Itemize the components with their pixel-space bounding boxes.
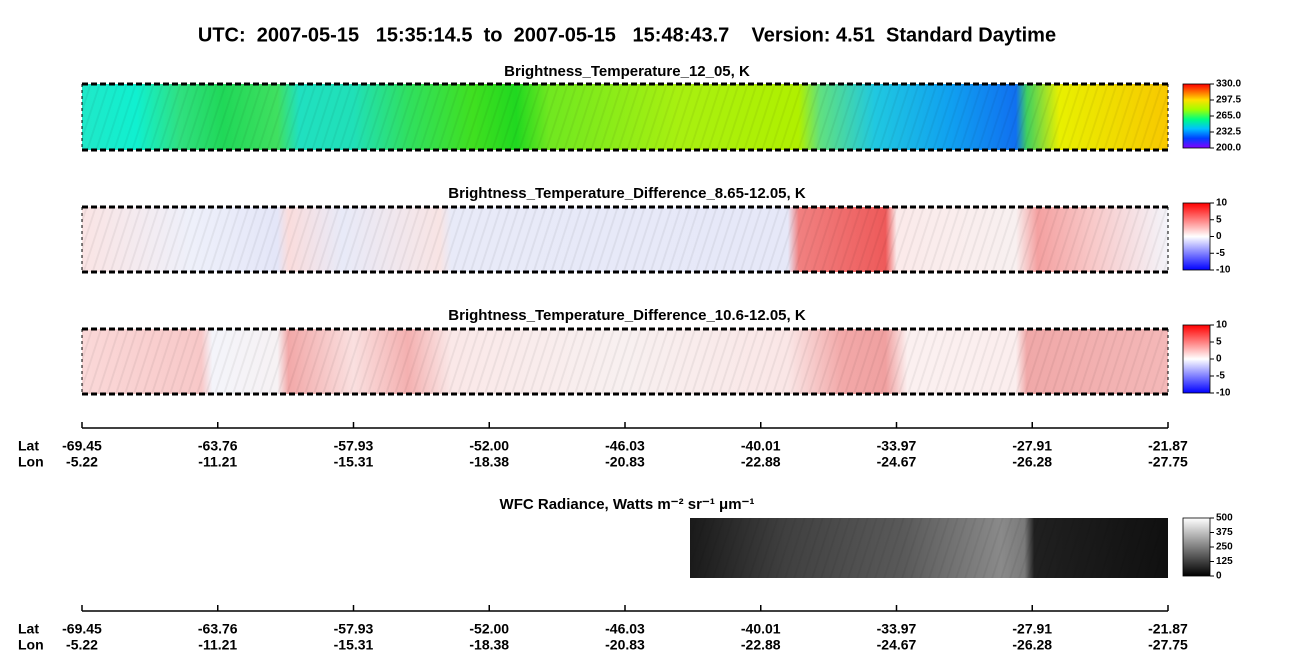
lon-label: Lon (18, 454, 44, 470)
lat-tick-label: -33.97 (877, 621, 917, 637)
lat-tick-label: -57.93 (334, 621, 374, 637)
colorbar (1182, 83, 1211, 149)
swath-texture (690, 518, 1168, 578)
colorbar (1182, 517, 1211, 577)
swath-texture (82, 207, 1168, 272)
lat-tick-label: -40.01 (741, 621, 781, 637)
panel-title: Brightness_Temperature_12_05, K (504, 63, 750, 80)
colorbar-tick-label: 5 (1216, 337, 1222, 348)
lon-label: Lon (18, 637, 44, 653)
lon-tick-label: -18.38 (469, 637, 509, 653)
lon-tick-label: -24.67 (877, 454, 917, 470)
lat-tick-label: -27.91 (1012, 621, 1052, 637)
lon-tick-label: -22.88 (741, 637, 781, 653)
lat-label: Lat (18, 621, 39, 637)
lat-tick-label: -46.03 (605, 621, 645, 637)
colorbar-tick-label: 232.5 (1216, 127, 1241, 138)
lon-tick-label: -20.83 (605, 637, 645, 653)
lon-tick-label: -11.21 (198, 454, 237, 470)
lat-tick-label: -69.45 (62, 621, 102, 637)
lat-tick-label: -63.76 (198, 621, 238, 637)
colorbar-tick-label: 250 (1216, 542, 1233, 553)
lat-tick-label: -52.00 (469, 621, 509, 637)
lat-tick-label: -46.03 (605, 438, 645, 454)
panel-title: Brightness_Temperature_Difference_8.65-1… (448, 185, 806, 202)
lon-tick-label: -24.67 (877, 637, 917, 653)
colorbar-tick-label: 5 (1216, 214, 1222, 225)
lon-tick-label: -5.22 (66, 637, 98, 653)
colorbar-tick-label: 0 (1216, 571, 1222, 582)
lat-tick-label: -69.45 (62, 438, 102, 454)
lon-tick-label: -27.75 (1148, 637, 1188, 653)
title: UTC: 2007-05-15 15:35:14.5 to 2007-05-15… (198, 24, 1056, 46)
colorbar-tick-label: 200.0 (1216, 143, 1241, 154)
lon-tick-label: -5.22 (66, 454, 98, 470)
lon-tick-label: -15.31 (334, 637, 374, 653)
colorbar-tick-label: 10 (1216, 320, 1228, 331)
colorbar-tick-label: 10 (1216, 198, 1228, 209)
colorbar-tick-label: 297.5 (1216, 95, 1241, 106)
lon-tick-label: -27.75 (1148, 454, 1188, 470)
lat-tick-label: -40.01 (741, 438, 781, 454)
lat-tick-label: -63.76 (198, 438, 238, 454)
lat-tick-label: -21.87 (1148, 621, 1188, 637)
lat-tick-label: -57.93 (334, 438, 374, 454)
colorbar-tick-label: -5 (1216, 371, 1225, 382)
colorbar-tick-label: 125 (1216, 556, 1233, 567)
colorbar (1182, 202, 1211, 271)
lon-tick-label: -15.31 (334, 454, 374, 470)
lat-tick-label: -33.97 (877, 438, 917, 454)
lon-tick-label: -11.21 (198, 637, 237, 653)
lon-tick-label: -26.28 (1012, 454, 1052, 470)
colorbar-tick-label: -10 (1216, 265, 1231, 276)
panel-title: Brightness_Temperature_Difference_10.6-1… (448, 307, 806, 324)
colorbar-tick-label: -10 (1216, 388, 1231, 399)
lat-tick-label: -52.00 (469, 438, 509, 454)
colorbar-tick-label: 375 (1216, 527, 1233, 538)
lat-label: Lat (18, 438, 39, 454)
colorbar-tick-label: 500 (1216, 513, 1233, 524)
lat-tick-label: -27.91 (1012, 438, 1052, 454)
lon-tick-label: -18.38 (469, 454, 509, 470)
swath-texture (82, 84, 1168, 150)
colorbar-tick-label: 0 (1216, 354, 1222, 365)
lat-tick-label: -21.87 (1148, 438, 1188, 454)
colorbar-tick-label: 265.0 (1216, 111, 1241, 122)
colorbar-tick-label: 330.0 (1216, 79, 1241, 90)
panel-title: WFC Radiance, Watts m⁻² sr⁻¹ μm⁻¹ (500, 496, 755, 513)
colorbar-tick-label: 0 (1216, 231, 1222, 242)
colorbar-tick-label: -5 (1216, 248, 1225, 259)
colorbar (1182, 324, 1211, 394)
lon-tick-label: -26.28 (1012, 637, 1052, 653)
swath-texture (82, 329, 1168, 394)
lon-tick-label: -20.83 (605, 454, 645, 470)
lon-tick-label: -22.88 (741, 454, 781, 470)
